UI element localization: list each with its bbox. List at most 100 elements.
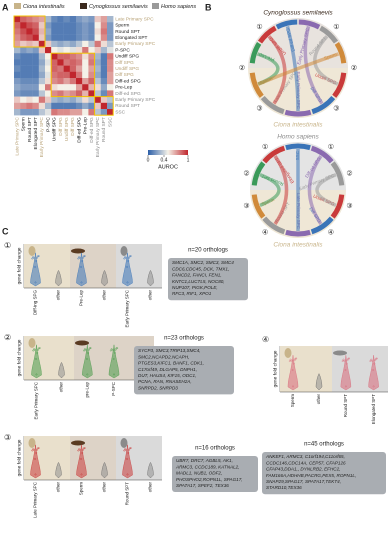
heatmap-cell xyxy=(69,84,77,91)
heatmap-cell xyxy=(20,53,27,60)
heatmap-cell xyxy=(107,53,114,60)
jitter-point xyxy=(34,473,37,476)
circled-number: ③ xyxy=(243,202,249,210)
gene-line: FANCD2, FANCI, FEN1, xyxy=(172,273,222,278)
chord-segment xyxy=(330,194,345,219)
heatmap-cell xyxy=(100,34,108,41)
legend-swatch xyxy=(80,3,87,9)
heatmap-cell xyxy=(14,102,21,110)
jitter-point xyxy=(128,447,131,450)
heatmap-cell xyxy=(32,28,39,35)
circled-number: ② xyxy=(351,64,357,72)
chord-ribbon xyxy=(307,155,323,225)
jitter-point xyxy=(37,447,40,449)
heatmap-cell xyxy=(57,28,64,35)
x-tick-label: other xyxy=(102,290,107,301)
ortholog-count: n=45 orthologs xyxy=(304,442,344,448)
jitter-point xyxy=(129,447,132,449)
heatmap-cell xyxy=(32,40,39,48)
heatmap-cell xyxy=(20,90,27,97)
heatmap-cell xyxy=(32,65,39,72)
jitter-point xyxy=(291,369,294,371)
jitter-point xyxy=(369,360,372,362)
circled-number: ② xyxy=(243,170,249,178)
violin xyxy=(76,252,87,287)
jitter-point xyxy=(82,448,85,451)
gene-box xyxy=(134,346,234,395)
chord-segment xyxy=(310,145,334,164)
heatmap-cell xyxy=(100,22,108,29)
heatmap-cell xyxy=(94,34,101,41)
heatmap-cell xyxy=(32,96,39,103)
jitter-point xyxy=(81,452,84,454)
jitter-point xyxy=(83,349,86,352)
heatmap-cell xyxy=(94,47,101,54)
gene-line: SPATA17, SPEF2, TEX36 xyxy=(176,483,229,488)
violin xyxy=(82,344,93,379)
heatmap-cell xyxy=(76,47,83,54)
gene-line: CCDC146,CDC14A, CEP57, CFAP126 xyxy=(266,460,346,465)
heatmap-cell xyxy=(63,78,70,85)
jitter-point xyxy=(124,448,127,451)
jitter-point xyxy=(290,359,293,362)
heatmap-cell xyxy=(63,47,70,54)
heatmap-cell xyxy=(69,109,77,116)
heatmap-cell xyxy=(94,90,101,97)
heatmap-cell xyxy=(107,65,114,72)
heatmap-cell xyxy=(107,84,114,91)
jitter-point xyxy=(292,385,294,388)
panel-label: B xyxy=(205,2,212,12)
jitter-point xyxy=(79,449,82,452)
heatmap-cell xyxy=(32,90,39,97)
heatmap-cell xyxy=(14,28,21,35)
row-label: Diff SPG xyxy=(115,60,134,66)
heatmap-cell xyxy=(94,109,101,116)
heatmap-cell xyxy=(69,28,77,35)
row-label: Early Primary SPC xyxy=(115,41,156,47)
heatmap-cell xyxy=(88,96,95,103)
heatmap-cell xyxy=(51,16,58,23)
chord-ribbon xyxy=(315,173,337,207)
heatmap-cell xyxy=(107,16,114,23)
heatmap-cell xyxy=(38,34,46,41)
violin xyxy=(147,462,154,479)
heatmap-cell xyxy=(76,28,83,35)
heatmap-cell xyxy=(76,16,83,23)
row-label: Diff SPG xyxy=(115,72,134,78)
heatmap-cell xyxy=(32,71,39,79)
heatmap-cell xyxy=(38,16,46,23)
heatmap-cell xyxy=(57,34,64,41)
heatmap-cell xyxy=(63,16,70,23)
row-label: Round SPT xyxy=(115,29,140,35)
jitter-point xyxy=(372,369,375,371)
jitter-point xyxy=(80,473,83,476)
jitter-point xyxy=(127,260,130,262)
heatmap-cell xyxy=(100,78,108,85)
heatmap-cell xyxy=(82,71,89,79)
x-tick-label: other xyxy=(59,382,64,393)
row-label: Diff-ed SPG xyxy=(115,91,141,97)
jitter-point xyxy=(126,266,129,268)
highlight-box xyxy=(13,15,46,48)
heatmap-cell xyxy=(20,84,27,91)
heatmap-cell xyxy=(38,28,46,35)
violin xyxy=(55,462,62,479)
heatmap-cell xyxy=(20,65,27,72)
row-label: Undiff SPG xyxy=(115,66,139,72)
jitter-point xyxy=(35,373,38,376)
x-tick-label: Early Primary SPC xyxy=(34,381,39,419)
heatmap-cell xyxy=(88,59,95,66)
jitter-point xyxy=(87,352,90,354)
colorbar-label: AUROC xyxy=(158,164,178,170)
chord-ribbon xyxy=(257,52,340,86)
heatmap-cell xyxy=(14,59,21,66)
chord-segment xyxy=(285,229,311,237)
violin xyxy=(287,355,299,391)
heatmap-cell xyxy=(100,47,108,54)
heatmap-cell xyxy=(20,96,27,103)
heatmap-cell xyxy=(51,22,58,29)
heatmap-cell xyxy=(32,22,39,29)
jitter-point xyxy=(110,348,113,351)
heatmap-cell xyxy=(26,47,33,54)
